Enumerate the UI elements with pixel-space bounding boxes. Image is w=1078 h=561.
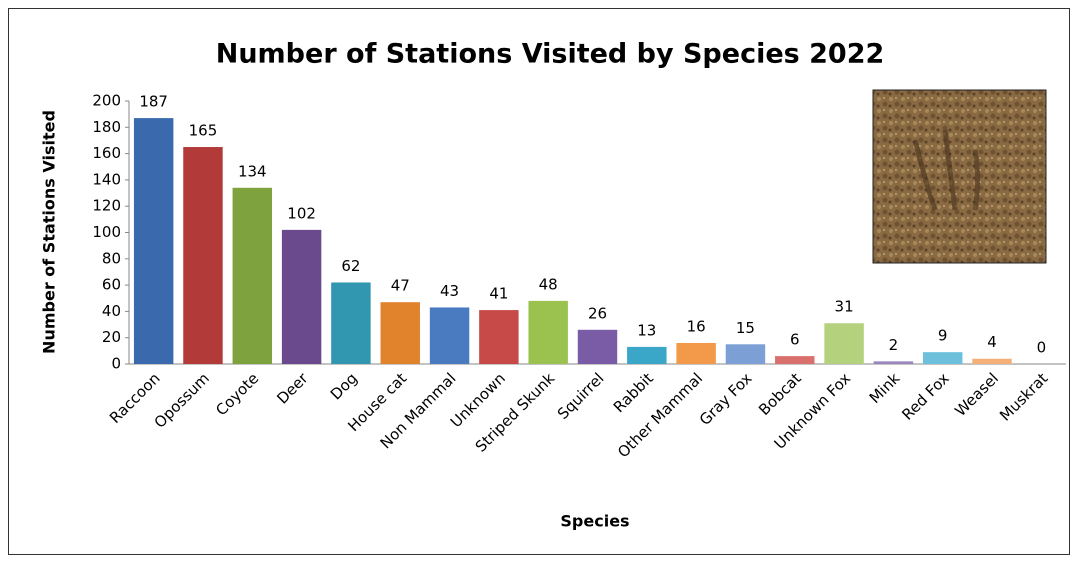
value-label: 47 [391, 277, 410, 295]
y-tick-label: 80 [102, 249, 121, 267]
x-axis-title: Species [560, 512, 629, 531]
bar [528, 300, 568, 364]
bar [133, 118, 174, 364]
y-tick-label: 60 [102, 276, 121, 294]
y-tick-label: 0 [111, 355, 121, 373]
value-label: 13 [637, 321, 656, 339]
value-label: 62 [341, 257, 360, 275]
bar [183, 147, 223, 364]
y-axis-title: Number of Stations Visited [40, 110, 59, 354]
y-tick-label: 180 [92, 118, 121, 136]
bar [627, 346, 667, 364]
value-label: 2 [889, 336, 899, 354]
y-tick-label: 120 [92, 197, 121, 215]
value-label: 134 [238, 162, 267, 180]
value-label: 0 [1037, 339, 1047, 357]
bar [873, 361, 914, 364]
value-label: 26 [588, 304, 607, 322]
value-label: 6 [790, 331, 800, 349]
value-label: 9 [938, 327, 948, 345]
y-tick-label: 40 [102, 302, 121, 320]
value-label: 187 [139, 93, 168, 111]
bar [922, 352, 963, 364]
y-tick-label: 100 [92, 223, 121, 241]
bar [775, 356, 815, 364]
bar [972, 358, 1012, 364]
value-label: 43 [440, 282, 459, 300]
bar [281, 229, 322, 364]
y-tick-label: 200 [92, 92, 121, 110]
bar [725, 344, 766, 364]
bar [331, 282, 371, 364]
y-tick-label: 140 [92, 170, 121, 188]
value-label: 16 [687, 317, 706, 335]
y-tick-label: 20 [102, 328, 121, 346]
bar [380, 302, 420, 364]
y-tick-label: 160 [92, 144, 121, 162]
bar [577, 329, 618, 364]
bar [232, 187, 273, 364]
bar [479, 310, 519, 364]
track-marks [912, 129, 980, 211]
value-label: 165 [189, 122, 218, 140]
value-label: 31 [835, 298, 854, 316]
value-label: 48 [539, 275, 558, 293]
bar [429, 307, 470, 364]
chart-title: Number of Stations Visited by Species 20… [216, 39, 885, 70]
bar [676, 342, 716, 364]
value-label: 15 [736, 319, 755, 337]
bar [824, 323, 864, 364]
inset-photo [872, 89, 1047, 264]
value-label: 41 [489, 285, 508, 303]
value-label: 4 [987, 333, 997, 351]
value-label: 102 [287, 204, 316, 222]
